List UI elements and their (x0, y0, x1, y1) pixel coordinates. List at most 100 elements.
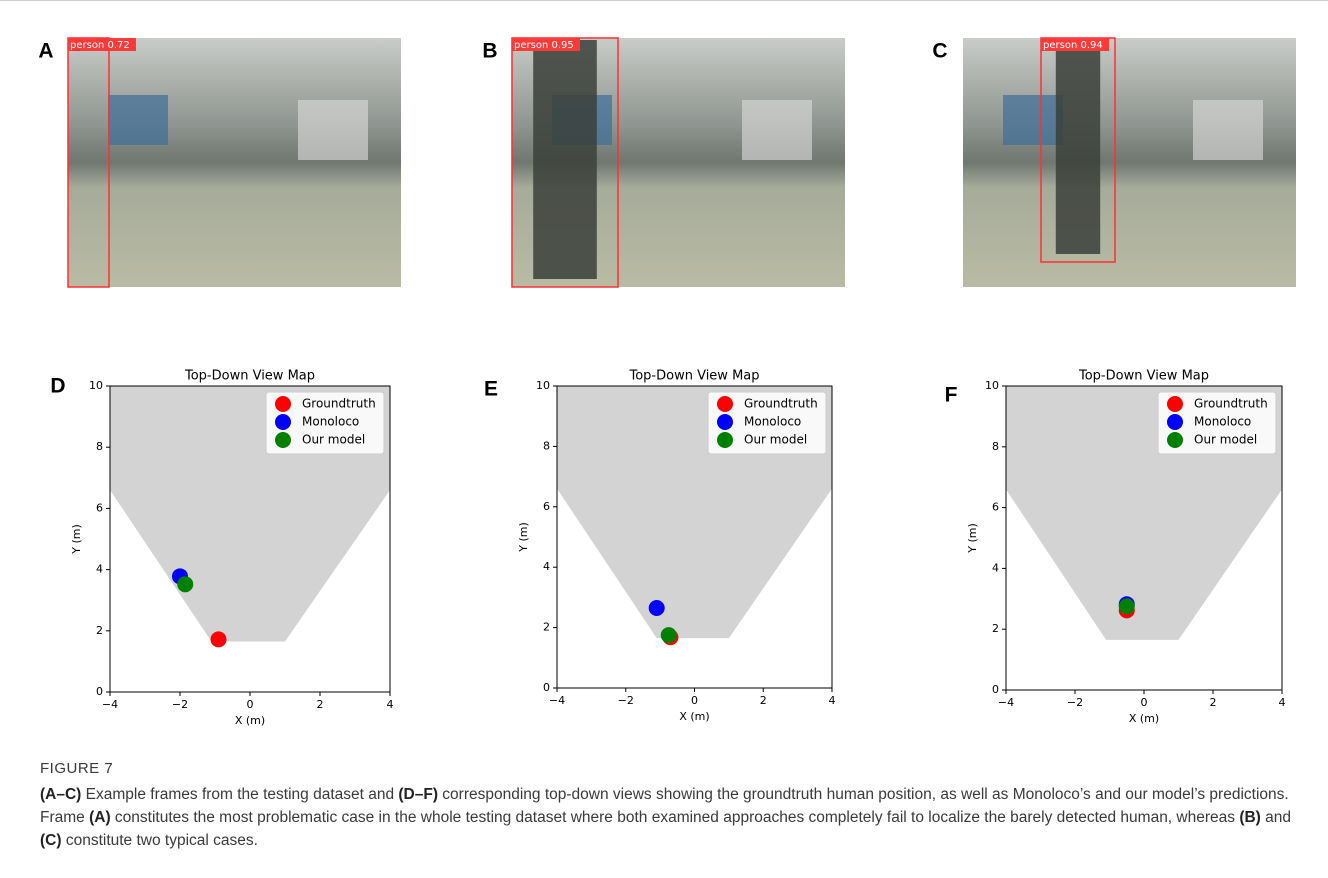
point (1118, 598, 1135, 615)
caption-text: (A) (89, 809, 111, 826)
caption-block: FIGURE 7 (A–C) Example frames from the t… (40, 760, 1300, 852)
x-tick-label: 2 (317, 698, 324, 711)
x-tick-label: −4 (102, 698, 118, 711)
x-axis-label: X (m) (235, 714, 265, 727)
x-tick-label: 0 (247, 698, 254, 711)
plot-frame (109, 385, 391, 693)
detection-label-bg (68, 38, 136, 51)
x-tick-label: 4 (387, 698, 394, 711)
photo (963, 38, 1296, 287)
y-tick-label: 6 (543, 500, 550, 513)
caption-text: and (1260, 809, 1292, 826)
y-tick-label: 2 (96, 624, 103, 637)
y-tick-label: 6 (992, 501, 999, 514)
y-tick-label: 8 (543, 439, 550, 452)
legend-label: Groundtruth (744, 397, 818, 411)
panel-letter: A (38, 40, 53, 63)
point (660, 627, 677, 644)
legend-label: Monoloco (302, 415, 359, 429)
panel-letter: E (484, 378, 498, 401)
x-tick-label: −4 (549, 694, 565, 707)
legend-box (707, 391, 827, 455)
y-tick-label: 0 (96, 685, 103, 698)
y-tick-label: 10 (985, 379, 999, 392)
legend-label: Groundtruth (302, 397, 376, 411)
photo-wall (108, 95, 168, 145)
x-tick-label: 4 (829, 694, 836, 707)
panel-letter: B (482, 40, 497, 63)
detection-label: person 0.94 (1043, 40, 1103, 51)
y-tick-label: 0 (543, 681, 550, 694)
detection-label: person 0.72 (70, 40, 130, 51)
photo-wall (1193, 100, 1263, 160)
x-tick-label: 4 (1279, 696, 1286, 709)
y-tick-label: 8 (96, 440, 103, 453)
x-tick-label: −2 (1067, 696, 1083, 709)
person (533, 40, 597, 279)
legend-label: Our model (302, 433, 365, 447)
legend-marker (1167, 396, 1183, 412)
x-tick-label: −4 (998, 696, 1014, 709)
detection-label-bg (1041, 38, 1109, 51)
legend-marker (275, 396, 291, 412)
person (1055, 40, 1101, 254)
y-tick-label: 10 (536, 379, 550, 392)
caption-text: (D–F) (398, 786, 438, 803)
y-tick-label: 4 (96, 563, 103, 576)
caption-text: constitute two typical cases. (61, 832, 258, 849)
legend-marker (1167, 414, 1183, 430)
legend-marker (717, 432, 733, 448)
x-tick-label: −2 (618, 694, 634, 707)
photo-wall (298, 100, 368, 160)
panel-letter: D (50, 375, 65, 398)
caption: (A–C) Example frames from the testing da… (40, 783, 1300, 852)
legend-box (265, 391, 385, 455)
legend-marker (275, 432, 291, 448)
y-tick-label: 6 (96, 501, 103, 514)
plot-frame (556, 385, 833, 689)
panel-letter: C (932, 40, 947, 63)
y-tick-label: 8 (992, 440, 999, 453)
caption-text: (A–C) (40, 786, 82, 803)
y-tick-label: 4 (543, 560, 550, 573)
point (177, 576, 194, 593)
legend-marker (717, 414, 733, 430)
x-axis-label: X (m) (679, 710, 709, 723)
x-axis-label: X (m) (1129, 712, 1159, 725)
legend-label: Monoloco (1194, 415, 1251, 429)
x-tick-label: −2 (172, 698, 188, 711)
chart-title: Top-Down View Map (628, 369, 759, 384)
photo-wall (742, 100, 812, 160)
photo-wall (1003, 95, 1063, 145)
caption-text: constitutes the most problematic case in… (110, 809, 1240, 826)
caption-text: Example frames from the testing dataset … (81, 786, 399, 803)
point (210, 631, 227, 648)
panel-letter: F (945, 384, 958, 407)
y-tick-label: 2 (543, 621, 550, 634)
y-tick-label: 4 (992, 561, 999, 574)
detection-label-bg (512, 38, 580, 51)
y-axis-label: Y (m) (966, 523, 979, 554)
caption-text: (C) (40, 832, 62, 849)
caption-text: corresponding top-down views showing the… (40, 786, 1289, 826)
caption-text: (B) (1239, 809, 1261, 826)
detection-label: person 0.95 (514, 40, 574, 51)
photo (68, 38, 401, 287)
legend-label: Monoloco (744, 415, 801, 429)
legend-label: Our model (744, 433, 807, 447)
legend-marker (275, 414, 291, 430)
x-tick-label: 2 (1210, 696, 1217, 709)
figure-label: FIGURE 7 (40, 760, 114, 777)
y-tick-label: 2 (992, 622, 999, 635)
x-tick-label: 0 (1141, 696, 1148, 709)
legend-label: Groundtruth (1194, 397, 1268, 411)
point (648, 599, 665, 616)
chart-title: Top-Down View Map (1078, 369, 1209, 384)
chart-title: Top-Down View Map (184, 369, 315, 384)
y-tick-label: 0 (992, 683, 999, 696)
legend-label: Our model (1194, 433, 1257, 447)
x-tick-label: 2 (760, 694, 767, 707)
y-tick-label: 10 (89, 379, 103, 392)
